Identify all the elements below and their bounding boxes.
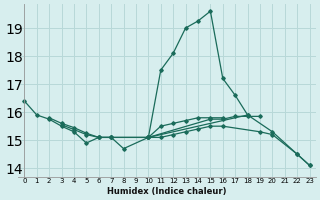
X-axis label: Humidex (Indice chaleur): Humidex (Indice chaleur): [107, 187, 227, 196]
